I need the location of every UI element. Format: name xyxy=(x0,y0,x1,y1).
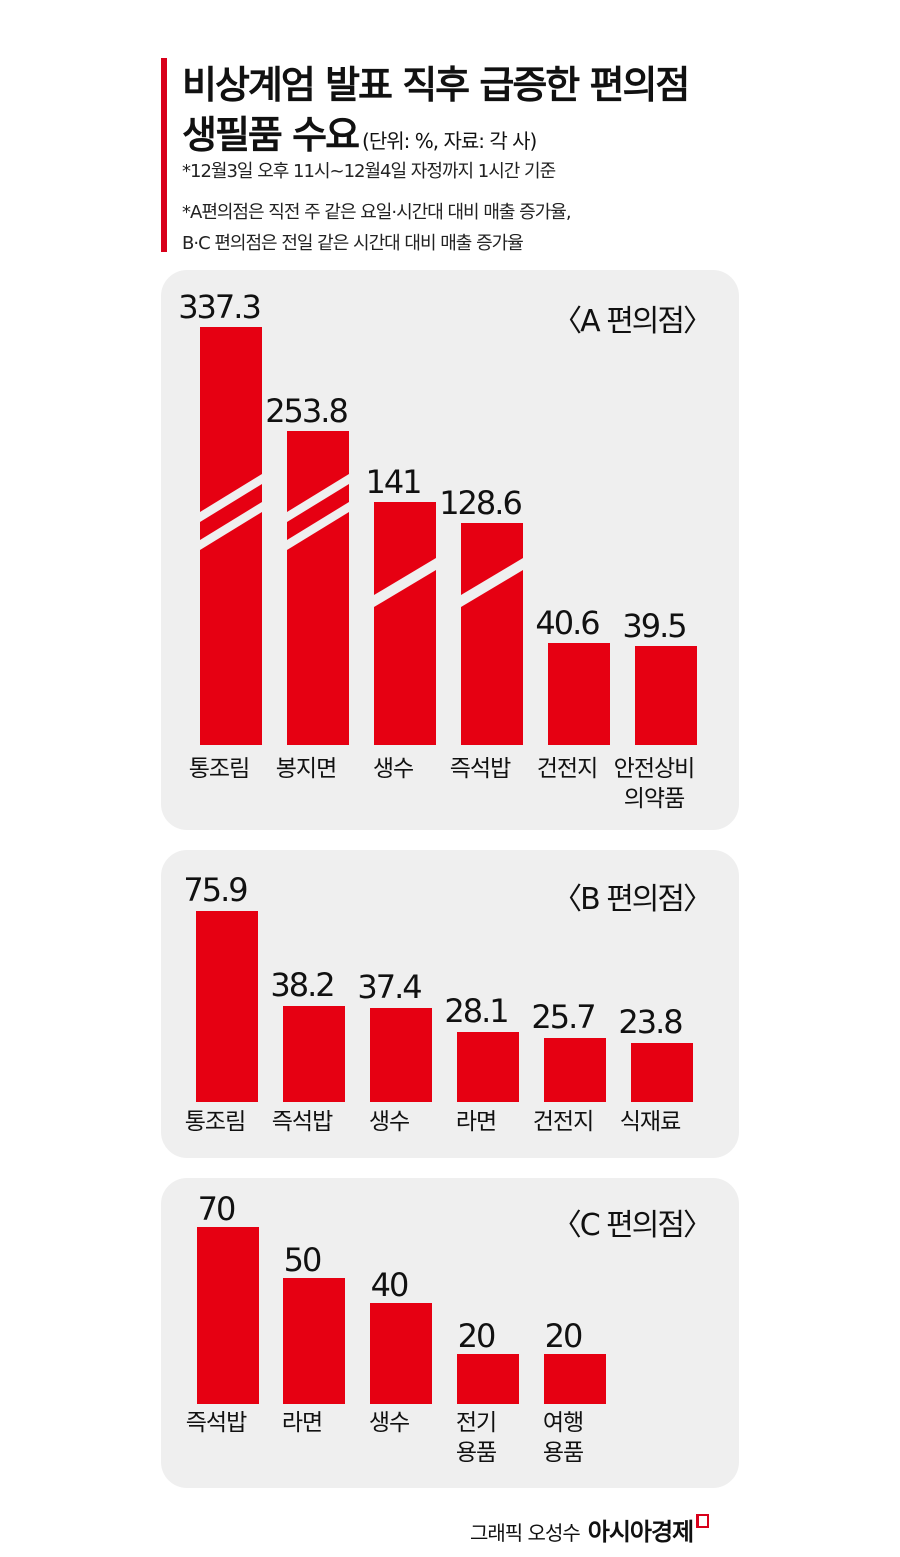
bar-value: 38.2 xyxy=(270,966,335,1004)
chart-title-line2: 생필품 수요 (단위: %, 자료: 각 사) xyxy=(182,104,537,159)
panel-title: 〈B 편의점〉 xyxy=(552,882,713,917)
bar-instant-rice xyxy=(197,1227,259,1404)
bar-bag-noodles xyxy=(287,431,349,745)
bar-value: 253.8 xyxy=(265,392,349,430)
bar-label: 생수 xyxy=(368,1410,410,1436)
panel-store-a: 〈A 편의점〉 337.3 통조림 253.8 봉지면 141 생수 128.6… xyxy=(161,270,739,830)
title-accent-bar xyxy=(161,58,167,252)
bar-bottled-water xyxy=(374,502,436,745)
bar-value: 128.6 xyxy=(439,484,523,522)
chart-title-line1: 비상계엄 발표 직후 급증한 편의점 xyxy=(182,63,690,107)
axis-break-icon xyxy=(374,558,436,607)
bar-value: 25.7 xyxy=(531,998,596,1036)
bar-bottled-water xyxy=(370,1008,432,1102)
bar-label: 즉석밥 xyxy=(449,756,511,782)
bar-value: 39.5 xyxy=(622,607,687,645)
bar-value: 40 xyxy=(370,1266,410,1304)
bar-electrical-goods xyxy=(457,1354,519,1404)
bar-instant-rice xyxy=(461,523,523,745)
bar-label: 즉석밥 xyxy=(185,1410,247,1436)
panel-title: 〈A 편의점〉 xyxy=(552,304,713,339)
bar-label: 라면 xyxy=(455,1109,497,1135)
footer-credit: 그래픽 오성수 아시아경제 xyxy=(470,1512,710,1547)
bar-batteries xyxy=(544,1038,606,1102)
axis-break-icon xyxy=(287,474,349,550)
bar-label: 생수 xyxy=(372,756,414,782)
axis-break-icon xyxy=(200,474,262,550)
bar-value: 20 xyxy=(544,1317,584,1355)
bar-otc-medicine xyxy=(635,646,697,745)
bar-canned-food xyxy=(196,911,258,1102)
graphic-credit: 그래픽 오성수 xyxy=(470,1521,581,1545)
bar-value: 141 xyxy=(365,463,422,501)
bar-label: 전기 용품 xyxy=(455,1410,497,1466)
panel-store-b: 〈B 편의점〉 75.9 통조림 38.2 즉석밥 37.4 생수 28.1 라… xyxy=(161,850,739,1158)
panel-title: 〈C 편의점〉 xyxy=(551,1208,713,1243)
bar-value: 70 xyxy=(197,1190,237,1228)
bar-label: 즉석밥 xyxy=(271,1109,333,1135)
bar-value: 37.4 xyxy=(357,968,422,1006)
bar-instant-rice xyxy=(283,1006,345,1102)
bar-label: 라면 xyxy=(281,1410,323,1436)
footnote-a-basis: *A편의점은 직전 주 같은 요일·시간대 대비 매출 증가율, xyxy=(182,202,572,223)
bar-value: 75.9 xyxy=(183,871,248,909)
axis-break-icon xyxy=(461,558,523,607)
bar-label: 통조림 xyxy=(184,1109,246,1135)
bar-ramen xyxy=(457,1032,519,1102)
bar-label: 여행 용품 xyxy=(542,1410,584,1466)
unit-source-note: (단위: %, 자료: 각 사) xyxy=(362,129,537,153)
bar-ingredients xyxy=(631,1043,693,1102)
bar-value: 40.6 xyxy=(535,604,600,642)
bar-value: 50 xyxy=(283,1241,323,1279)
bar-label: 통조림 xyxy=(188,756,250,782)
bar-label: 건전지 xyxy=(532,1109,594,1135)
bar-label: 봉지면 xyxy=(275,756,337,782)
bar-batteries xyxy=(548,643,610,745)
bar-bottled-water xyxy=(370,1303,432,1404)
chart-title-line2-text: 생필품 수요 xyxy=(182,113,360,157)
bar-value: 28.1 xyxy=(444,992,509,1030)
footnote-timeframe: *12월3일 오후 11시~12월4일 자정까지 1시간 기준 xyxy=(182,161,556,182)
bar-value: 23.8 xyxy=(618,1003,683,1041)
bar-label: 식재료 xyxy=(619,1109,681,1135)
bar-value: 20 xyxy=(457,1317,497,1355)
bar-label: 안전상비 의약품 xyxy=(613,756,696,812)
bar-value: 337.3 xyxy=(178,288,262,326)
brand-logo: 아시아경제 xyxy=(587,1518,694,1546)
bar-travel-goods xyxy=(544,1354,606,1404)
footnote-bc-basis: B·C 편의점은 전일 같은 시간대 대비 매출 증가율 xyxy=(182,233,524,254)
bar-canned-food xyxy=(200,327,262,745)
bar-label: 생수 xyxy=(368,1109,410,1135)
panel-store-c: 〈C 편의점〉 70 즉석밥 50 라면 40 생수 20 전기 용품 20 여… xyxy=(161,1178,739,1488)
brand-mark-icon xyxy=(696,1514,710,1528)
bar-ramen xyxy=(283,1278,345,1404)
bar-label: 건전지 xyxy=(536,756,598,782)
